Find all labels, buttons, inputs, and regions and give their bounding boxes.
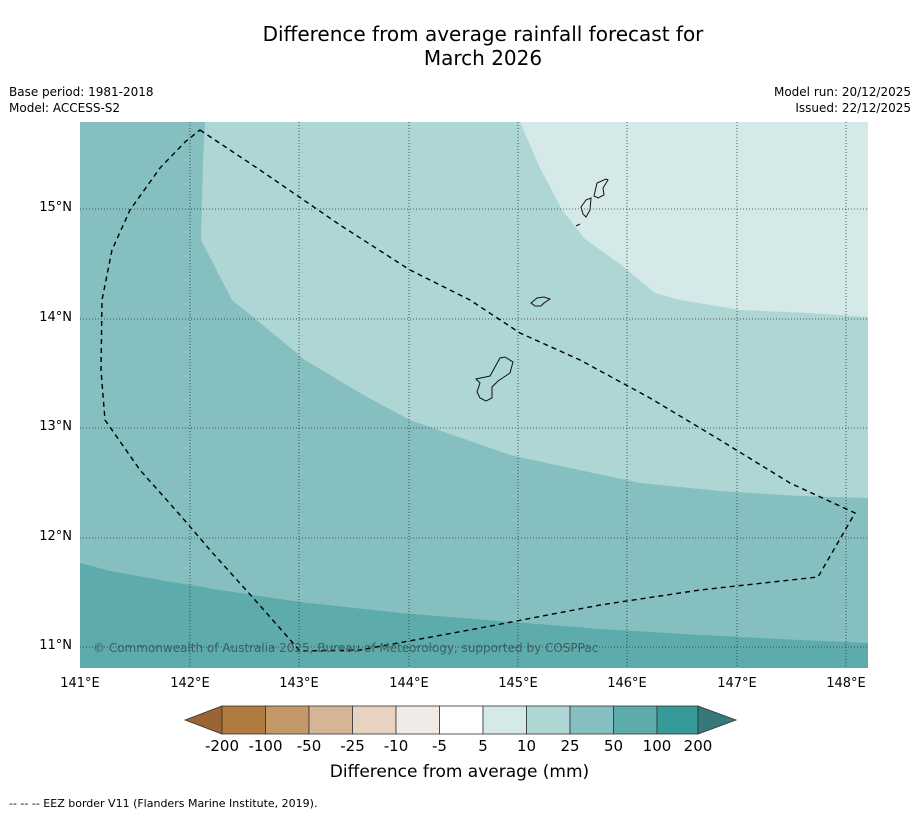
colorbar-tick: -100 xyxy=(248,737,283,755)
copyright-notice: © Commonwealth of Australia 2025, Bureau… xyxy=(93,641,599,655)
map-title: Difference from average rainfall forecas… xyxy=(0,22,919,70)
lon-label-146e: 146°E xyxy=(607,676,647,691)
island-saipan xyxy=(593,178,609,199)
meta-left: Base period: 1981-2018 Model: ACCESS-S2 xyxy=(9,84,154,116)
island-guam xyxy=(474,356,514,402)
lon-label-142e: 142°E xyxy=(170,676,210,691)
lat-label-14n: 14°N xyxy=(39,310,72,325)
lon-label-141e: 141°E xyxy=(60,676,100,691)
island-rota xyxy=(530,296,552,307)
colorbar-swatch xyxy=(613,705,658,735)
colorbar-tick: 25 xyxy=(560,737,580,755)
colorbar-swatch xyxy=(526,705,571,735)
colorbar-swatch xyxy=(221,705,266,735)
lon-label-143e: 143°E xyxy=(279,676,319,691)
model-name: Model: ACCESS-S2 xyxy=(9,101,121,115)
title-line-1: Difference from average rainfall forecas… xyxy=(262,22,704,46)
issued-date: Issued: 22/12/2025 xyxy=(795,101,911,115)
island-aguijan xyxy=(575,223,581,227)
colorbar-swatch xyxy=(352,705,397,735)
colorbar-tick: -200 xyxy=(204,737,240,755)
lon-label-147e: 147°E xyxy=(717,676,757,691)
gridlines xyxy=(80,122,868,668)
colorbar xyxy=(183,705,738,735)
lon-label-145e: 145°E xyxy=(498,676,538,691)
title-line-2: March 2026 xyxy=(423,46,543,70)
colorbar-tick: -5 xyxy=(432,737,447,755)
colorbar-swatch xyxy=(439,705,484,735)
colorbar-swatch xyxy=(265,705,310,735)
colorbar-tick: 200 xyxy=(683,737,713,755)
island-tinian xyxy=(580,197,592,218)
colorbar-title: Difference from average (mm) xyxy=(329,762,590,782)
colorbar-tick: 50 xyxy=(603,737,624,755)
islands xyxy=(474,178,609,402)
colorbar-swatch xyxy=(308,705,353,735)
lat-label-12n: 12°N xyxy=(39,529,72,544)
lon-label-148e: 148°E xyxy=(826,676,866,691)
band-50-100 xyxy=(80,563,868,668)
colorbar-swatch xyxy=(569,705,614,735)
base-period: Base period: 1981-2018 xyxy=(9,85,154,99)
colorbar-extend-low xyxy=(183,705,223,735)
colorbar-swatch xyxy=(395,705,440,735)
lat-label-15n: 15°N xyxy=(39,200,72,215)
colorbar-extend-high xyxy=(697,705,738,735)
colorbar-tick: 10 xyxy=(516,737,537,755)
lon-label-144e: 144°E xyxy=(389,676,429,691)
colorbar-tick: -10 xyxy=(383,737,409,755)
colorbar-swatch xyxy=(482,705,527,735)
colorbar-tick: 100 xyxy=(642,737,672,755)
eez-legend-footer: -- -- -- EEZ border V11 (Flanders Marine… xyxy=(9,797,318,810)
colorbar-tick: -50 xyxy=(296,737,322,755)
model-run: Model run: 20/12/2025 xyxy=(773,85,911,99)
lat-label-11n: 11°N xyxy=(39,638,72,653)
lat-label-13n: 13°N xyxy=(39,419,72,434)
colorbar-tick: 5 xyxy=(478,737,488,755)
colorbar-swatch xyxy=(656,705,699,735)
colorbar-tick: -25 xyxy=(340,737,365,755)
map-area xyxy=(80,122,868,668)
band-5-10 xyxy=(520,122,868,317)
meta-right: Model run: 20/12/2025 Issued: 22/12/2025 xyxy=(774,84,911,116)
